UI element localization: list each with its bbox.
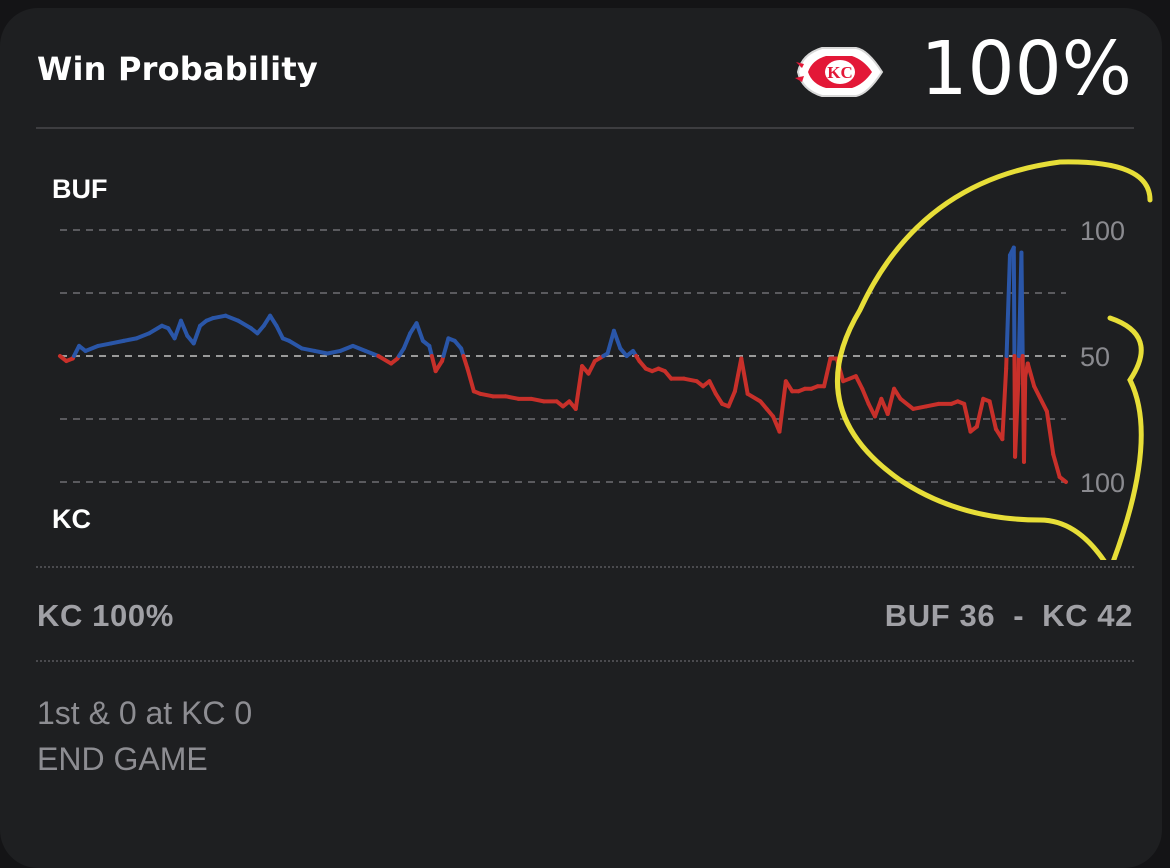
win-prob-segment <box>366 351 379 356</box>
win-prob-segment <box>588 361 594 374</box>
chart-tick-labels: 100 50 100 <box>1080 216 1125 498</box>
leader-win-percentage: 100% <box>920 32 1132 106</box>
win-prob-segment <box>862 389 868 404</box>
top-team-label: BUF <box>52 174 108 204</box>
win-prob-segment <box>729 391 735 406</box>
win-prob-segment <box>1002 369 1006 440</box>
game-status: END GAME <box>37 741 208 778</box>
win-prob-segment <box>964 404 970 432</box>
card-title: Win Probability <box>37 50 318 88</box>
svg-text:KC: KC <box>827 63 853 82</box>
win-prob-segment <box>1021 253 1022 356</box>
win-prob-segment <box>1060 477 1066 482</box>
win-prob-segment <box>779 381 785 431</box>
win-prob-segment <box>194 326 200 344</box>
win-prob-segment <box>404 333 410 348</box>
win-prob-segment <box>608 331 614 354</box>
win-prob-segment <box>888 389 894 414</box>
tick-label-0: 100 <box>1080 216 1125 246</box>
leader-summary: KC 100% <box>37 598 174 634</box>
win-prob-segment <box>977 399 983 427</box>
win-probability-chart: BUF KC 100 50 100 <box>0 140 1170 560</box>
win-prob-segment <box>990 401 996 429</box>
tick-label-2: 100 <box>1080 468 1125 498</box>
win-prob-segment <box>378 356 391 364</box>
win-prob-segment <box>417 323 423 341</box>
win-prob-segment <box>276 326 282 339</box>
score-separator: - <box>1013 598 1024 634</box>
chart-series-lines <box>60 248 1066 482</box>
win-prob-segment <box>1034 386 1047 411</box>
win-prob-segment <box>824 359 830 387</box>
score-buf: BUF 36 <box>885 598 995 634</box>
win-prob-segment <box>856 376 862 389</box>
win-prob-segment <box>1047 411 1053 454</box>
win-prob-segment <box>1007 255 1010 356</box>
tick-label-1: 50 <box>1080 342 1110 372</box>
win-prob-segment <box>181 321 187 336</box>
win-prob-segment <box>467 369 473 392</box>
win-prob-segment <box>1014 248 1015 356</box>
score-kc: KC 42 <box>1042 598 1133 634</box>
chiefs-logo: KC <box>792 38 884 106</box>
win-prob-segment <box>614 331 620 349</box>
win-prob-segment <box>1028 364 1034 387</box>
win-prob-segment <box>900 399 913 409</box>
win-prob-segment <box>443 338 448 356</box>
win-prob-segment <box>289 341 302 349</box>
down-distance: 1st & 0 at KC 0 <box>37 695 252 732</box>
win-prob-segment <box>136 333 149 338</box>
win-prob-segment <box>1024 376 1025 462</box>
chart-bottom-divider <box>36 566 1134 568</box>
win-prob-segment <box>1018 356 1019 384</box>
bottom-team-label: KC <box>52 504 91 534</box>
score-divider <box>36 660 1134 662</box>
final-score: BUF 36 - KC 42 <box>885 598 1133 634</box>
chart-gridlines <box>60 230 1066 482</box>
win-prob-segment <box>748 394 761 402</box>
win-prob-segment <box>709 381 715 394</box>
win-prob-segment <box>1053 454 1059 477</box>
win-prob-segment <box>741 359 747 394</box>
header-divider <box>36 127 1134 129</box>
win-prob-segment <box>340 346 353 351</box>
win-prob-segment <box>85 346 98 351</box>
win-prob-segment <box>226 316 239 321</box>
win-prob-segment <box>353 346 366 351</box>
win-prob-segment <box>238 321 251 329</box>
win-prob-segment <box>149 326 162 334</box>
win-prob-segment <box>576 366 582 409</box>
